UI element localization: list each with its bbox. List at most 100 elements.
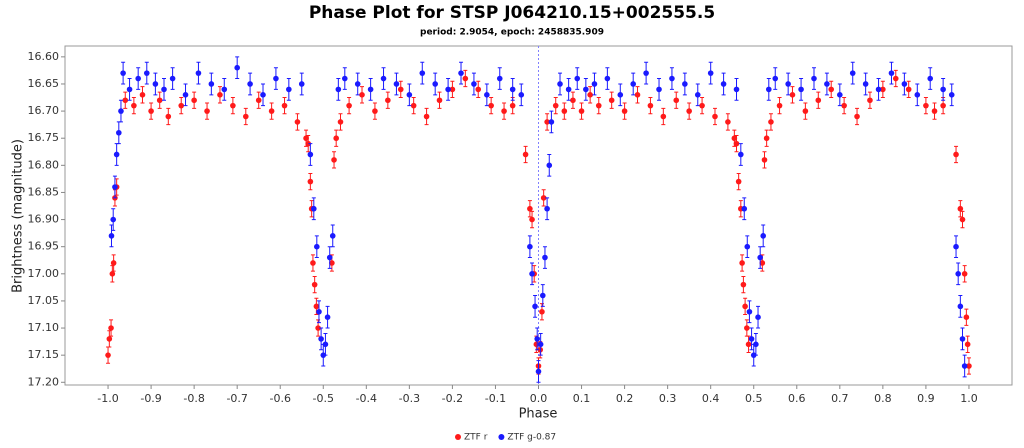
data-point — [742, 303, 748, 310]
x-tick-label: 0.0 — [530, 392, 548, 405]
x-tick-label: -0.4 — [356, 392, 377, 405]
data-point — [604, 75, 611, 82]
x-tick-label: 0.9 — [917, 392, 935, 405]
data-point — [867, 97, 873, 104]
x-tick-label: -0.9 — [140, 392, 161, 405]
data-point — [759, 260, 766, 266]
data-point — [953, 151, 959, 158]
data-point — [931, 108, 938, 114]
data-point — [748, 336, 755, 342]
data-point — [875, 86, 882, 93]
data-point — [423, 113, 430, 120]
data-point — [307, 151, 314, 158]
data-point — [380, 75, 387, 82]
data-point — [436, 97, 443, 104]
x-tick-label: 0.4 — [702, 392, 720, 405]
data-point — [126, 86, 133, 93]
data-point — [755, 314, 761, 321]
data-point — [940, 86, 946, 93]
data-point — [811, 75, 817, 82]
data-point — [329, 233, 336, 239]
x-tick-label: 0.5 — [745, 392, 763, 405]
data-point — [959, 216, 966, 223]
data-point — [112, 184, 118, 190]
data-point — [522, 151, 529, 158]
data-point — [539, 308, 545, 315]
data-point — [169, 75, 176, 82]
x-tick-label: -1.0 — [97, 392, 118, 405]
data-point — [501, 108, 507, 114]
data-point — [548, 119, 555, 125]
data-point — [337, 119, 344, 125]
data-point — [311, 281, 318, 288]
x-tick-label: -0.5 — [313, 392, 334, 405]
data-point — [462, 75, 469, 82]
data-point — [763, 135, 770, 142]
data-point — [888, 70, 895, 76]
data-point — [828, 86, 835, 93]
data-point — [964, 341, 971, 348]
data-point — [923, 102, 929, 109]
data-point — [565, 86, 572, 93]
data-point — [234, 64, 240, 71]
data-point — [318, 336, 324, 342]
data-point — [367, 86, 374, 93]
data-point — [182, 92, 189, 98]
data-point — [110, 216, 117, 223]
chart-subtitle: period: 2.9054, epoch: 2458835.909 — [420, 28, 604, 38]
data-point — [131, 102, 137, 109]
data-point — [578, 108, 585, 114]
data-point — [393, 81, 400, 87]
data-point — [537, 341, 544, 348]
data-point — [940, 102, 946, 109]
data-point — [815, 97, 822, 104]
data-point — [273, 75, 279, 82]
data-point — [712, 113, 718, 120]
data-point — [518, 92, 525, 98]
data-point — [738, 151, 744, 158]
data-point — [901, 81, 908, 87]
x-axis-label: Phase — [519, 407, 558, 422]
y-tick-label: 16.95 — [28, 240, 60, 253]
data-point — [165, 113, 172, 120]
data-point — [294, 119, 301, 125]
data-point — [741, 205, 748, 212]
data-point — [286, 86, 292, 93]
data-point — [761, 157, 768, 163]
data-point — [746, 308, 753, 315]
data-point — [230, 102, 236, 109]
data-point — [542, 254, 548, 261]
data-point — [333, 135, 339, 142]
data-point — [475, 86, 482, 93]
data-point — [324, 314, 331, 321]
data-point — [385, 97, 391, 104]
data-point — [546, 162, 553, 169]
data-point — [529, 271, 535, 277]
data-point — [862, 81, 869, 87]
data-point — [120, 70, 126, 76]
data-point — [587, 92, 593, 98]
data-point — [527, 243, 533, 250]
data-point — [966, 363, 972, 369]
data-point — [757, 254, 763, 261]
data-point — [735, 178, 742, 185]
data-point — [445, 86, 451, 93]
data-point — [108, 233, 115, 239]
data-point — [914, 92, 921, 98]
data-point — [720, 81, 727, 87]
data-point — [335, 86, 342, 93]
data-point — [156, 97, 163, 104]
data-point — [961, 363, 968, 369]
data-point — [927, 75, 934, 82]
legend-marker — [498, 434, 505, 440]
data-point — [540, 292, 546, 299]
data-point — [152, 81, 159, 87]
data-point — [191, 97, 197, 104]
data-point — [595, 102, 602, 109]
data-point — [372, 108, 378, 114]
data-point — [634, 92, 641, 98]
data-point — [298, 81, 305, 87]
data-point — [113, 151, 120, 158]
data-point — [953, 243, 959, 250]
data-point — [118, 108, 124, 114]
